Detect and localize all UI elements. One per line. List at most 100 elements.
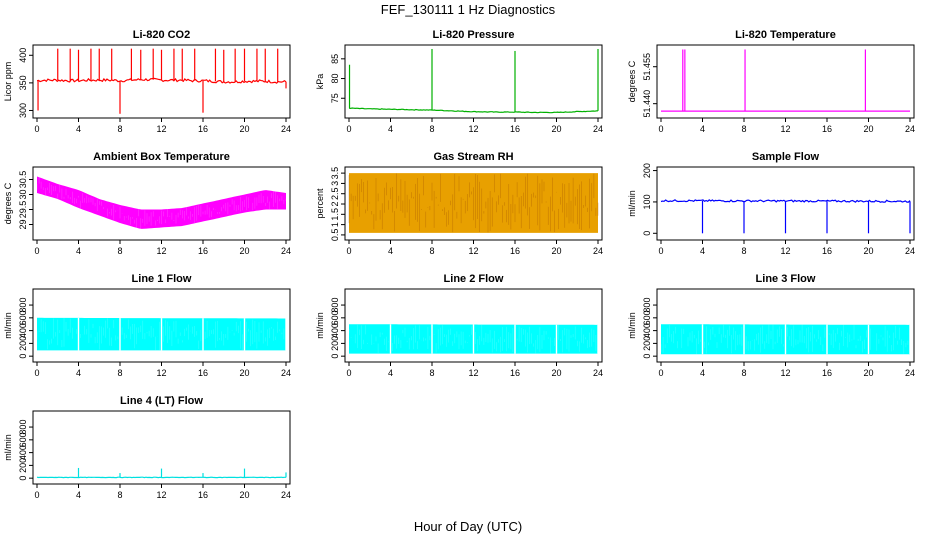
x-tick-label: 24	[593, 124, 603, 134]
y-tick-label: 75	[330, 93, 340, 103]
y-tick-label: 0	[18, 354, 28, 359]
x-tick-label: 8	[741, 246, 746, 256]
y-tick-label: 29	[18, 219, 28, 229]
y-tick-label: 0	[642, 354, 652, 359]
panel: Li-820 Temperature degrees C 0 4 8 12 16 20 24 51…	[627, 29, 915, 134]
x-tick-label: 8	[117, 368, 122, 378]
series	[348, 48, 599, 114]
x-tick-label: 20	[239, 368, 249, 378]
x-tick-label: 12	[468, 124, 478, 134]
x-tick-label: 4	[76, 246, 81, 256]
y-tick-label: 51.455	[642, 53, 652, 81]
x-tick-label: 20	[863, 368, 873, 378]
x-tick-label: 8	[429, 368, 434, 378]
panel: Line 4 (LT) Flow ml/min 0 4 8 12 16 20 24 0 200400…	[3, 395, 291, 500]
x-tick-label: 20	[551, 246, 561, 256]
y-axis-label: Licor ppm	[3, 62, 13, 102]
y-tick-label: 0	[18, 476, 28, 481]
y-tick-label: 800	[18, 298, 28, 313]
y-tick-label: 400	[18, 48, 28, 63]
y-tick-label: 600	[18, 310, 28, 325]
x-tick-label: 16	[198, 490, 208, 500]
x-tick-label: 20	[863, 124, 873, 134]
panel-title: Line 2 Flow	[444, 273, 504, 285]
y-axis-label: ml/min	[3, 312, 13, 339]
x-tick-label: 16	[198, 368, 208, 378]
y-tick-label: 400	[18, 323, 28, 338]
panel-title: Sample Flow	[752, 151, 820, 163]
y-axis-label: percent	[315, 188, 325, 219]
panel: Line 2 Flow ml/min 0 4 8 12 16 20 24 0 20040060080…	[315, 273, 603, 378]
x-tick-label: 4	[388, 124, 393, 134]
y-tick-label: 400	[642, 323, 652, 338]
panel: Ambient Box Temperature degrees C 0 4 8 12 16 2…	[3, 151, 291, 256]
y-tick-label: 30	[18, 189, 28, 199]
series-line	[348, 107, 599, 114]
y-tick-label: 0	[642, 231, 652, 236]
x-tick-label: 24	[281, 246, 291, 256]
x-tick-label: 4	[76, 490, 81, 500]
series	[36, 48, 287, 114]
y-tick-label: 200	[642, 336, 652, 351]
series	[36, 467, 287, 479]
x-tick-label: 0	[658, 124, 663, 134]
x-tick-label: 8	[429, 124, 434, 134]
x-axis-label: Hour of Day (UTC)	[414, 519, 522, 534]
x-tick-label: 0	[658, 246, 663, 256]
x-tick-label: 8	[117, 246, 122, 256]
y-axis-label: ml/min	[315, 312, 325, 339]
plot-frame	[344, 44, 603, 119]
y-tick-label: 0.5	[330, 229, 340, 242]
y-tick-label: 600	[18, 432, 28, 447]
plot-frame	[656, 44, 915, 119]
x-tick-label: 4	[76, 124, 81, 134]
panel: Gas Stream RH percent 0 4 8 12 16 20 24 0.5 11.52 2…	[315, 151, 603, 256]
x-tick-label: 20	[551, 368, 561, 378]
x-tick-label: 20	[239, 490, 249, 500]
x-tick-label: 20	[551, 124, 561, 134]
x-tick-label: 0	[346, 124, 351, 134]
x-tick-label: 20	[863, 246, 873, 256]
series	[348, 173, 599, 233]
y-axis-label: degrees C	[627, 60, 637, 102]
y-tick-label: 800	[642, 298, 652, 313]
x-tick-label: 12	[468, 368, 478, 378]
x-tick-label: 8	[741, 124, 746, 134]
y-tick-label: 1.5	[330, 208, 340, 221]
panel-title: Line 3 Flow	[756, 273, 816, 285]
x-tick-label: 24	[281, 124, 291, 134]
panel: Sample Flow ml/min 0 4 8 12 16 20 24 0 100 200	[627, 151, 915, 256]
series	[348, 324, 599, 354]
x-tick-label: 0	[346, 368, 351, 378]
x-tick-label: 20	[239, 246, 249, 256]
series-texture	[348, 173, 599, 233]
x-tick-label: 24	[905, 124, 915, 134]
x-tick-label: 24	[593, 368, 603, 378]
y-tick-label: 800	[18, 420, 28, 435]
panel-title: Li-820 Temperature	[735, 29, 836, 41]
y-tick-label: 1	[330, 222, 340, 227]
series	[661, 49, 910, 112]
series-texture	[36, 177, 287, 229]
x-tick-label: 16	[822, 368, 832, 378]
y-tick-label: 100	[642, 194, 652, 209]
x-tick-label: 16	[510, 246, 520, 256]
y-tick-label: 400	[330, 323, 340, 338]
x-tick-label: 24	[905, 246, 915, 256]
x-tick-label: 12	[156, 124, 166, 134]
y-tick-label: 3	[330, 181, 340, 186]
x-tick-label: 16	[510, 368, 520, 378]
panel: Li-820 CO2 Licor ppm 0 4 8 12 16 20 24 300 350 400	[3, 29, 291, 134]
x-tick-label: 4	[76, 368, 81, 378]
x-tick-label: 12	[156, 490, 166, 500]
x-tick-label: 4	[700, 246, 705, 256]
panel-title: Gas Stream RH	[433, 151, 513, 163]
x-tick-label: 24	[593, 246, 603, 256]
x-tick-label: 24	[281, 368, 291, 378]
x-tick-label: 4	[700, 124, 705, 134]
series	[660, 199, 911, 234]
x-tick-label: 0	[34, 490, 39, 500]
y-tick-label: 3.5	[330, 167, 340, 180]
x-tick-label: 16	[510, 124, 520, 134]
